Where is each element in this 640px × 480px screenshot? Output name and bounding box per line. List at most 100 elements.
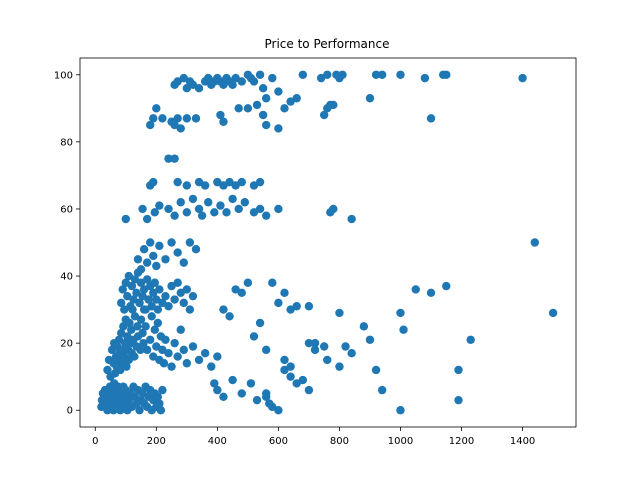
data-point <box>133 322 142 331</box>
data-point <box>136 265 146 274</box>
data-point <box>286 362 295 371</box>
data-point <box>139 245 149 254</box>
data-point <box>243 104 253 113</box>
data-point <box>152 261 161 271</box>
y-tick-label: 20 <box>60 339 73 350</box>
data-point <box>136 345 145 355</box>
data-point <box>173 352 182 361</box>
data-point <box>122 362 131 371</box>
data-point <box>237 288 246 298</box>
data-point <box>216 110 225 120</box>
data-point <box>153 392 163 402</box>
y-tick-label: 60 <box>60 204 73 215</box>
data-point <box>204 198 213 207</box>
data-point <box>530 238 539 247</box>
data-point <box>130 275 140 284</box>
data-point <box>335 362 344 371</box>
data-point <box>182 181 192 190</box>
data-point <box>252 395 262 405</box>
data-point <box>103 365 112 375</box>
data-point <box>323 355 332 365</box>
data-point <box>133 255 143 264</box>
data-point <box>130 392 140 402</box>
data-point <box>396 70 405 79</box>
data-point <box>323 70 332 79</box>
data-point <box>191 114 201 123</box>
data-point <box>258 110 268 120</box>
data-point <box>426 288 436 298</box>
data-point <box>341 342 350 351</box>
data-point <box>286 372 295 381</box>
data-point <box>292 94 301 103</box>
data-point <box>164 349 173 358</box>
data-point <box>280 365 289 375</box>
data-point <box>240 198 250 207</box>
data-point <box>265 399 274 408</box>
data-point <box>158 385 167 395</box>
data-point <box>216 201 225 210</box>
data-point <box>377 385 387 395</box>
data-point <box>219 305 228 314</box>
data-point <box>377 70 387 79</box>
data-point <box>138 291 147 301</box>
data-point <box>149 251 158 261</box>
data-point <box>123 291 132 301</box>
data-point <box>442 281 451 291</box>
data-point <box>225 177 234 187</box>
data-point <box>188 342 198 351</box>
data-point <box>365 94 375 103</box>
data-point <box>274 406 283 415</box>
data-point <box>548 308 558 318</box>
data-point <box>182 208 192 217</box>
data-point <box>116 365 125 375</box>
data-point <box>173 77 182 86</box>
y-axis-ticks: 0 20 40 60 80 100 <box>54 70 80 417</box>
data-point <box>188 291 198 301</box>
data-point <box>135 298 144 308</box>
data-point <box>141 322 150 331</box>
data-point <box>142 214 152 224</box>
data-point <box>234 204 243 214</box>
data-point <box>213 352 222 361</box>
data-point <box>261 94 271 103</box>
data-point <box>167 362 176 371</box>
data-point <box>310 338 320 348</box>
data-point <box>335 308 344 318</box>
data-point <box>399 325 408 334</box>
data-point <box>164 204 173 214</box>
data-point <box>146 335 155 344</box>
data-point <box>119 322 128 331</box>
data-point <box>249 332 259 341</box>
data-point <box>255 70 265 79</box>
data-point <box>280 288 289 298</box>
data-point <box>142 275 152 284</box>
data-point <box>153 305 163 314</box>
data-point <box>182 285 192 294</box>
data-point <box>136 315 146 324</box>
data-point <box>194 83 204 93</box>
data-point <box>135 406 144 415</box>
data-point <box>173 177 182 187</box>
data-point <box>280 355 289 365</box>
data-point <box>170 211 179 220</box>
data-point <box>126 302 135 311</box>
data-point <box>274 204 283 214</box>
data-point <box>170 120 179 130</box>
data-point <box>144 295 153 304</box>
data-point <box>191 245 201 254</box>
data-point <box>316 73 326 83</box>
data-point <box>338 70 347 79</box>
data-point <box>194 355 204 365</box>
data-point <box>298 70 308 79</box>
data-point <box>121 214 130 224</box>
data-point <box>194 204 204 214</box>
x-tick-label: 1400 <box>510 436 535 447</box>
points-layer <box>97 70 558 415</box>
data-point <box>176 124 185 133</box>
y-tick-label: 80 <box>60 137 73 148</box>
data-point <box>155 201 164 210</box>
data-point <box>158 345 167 355</box>
data-point <box>261 345 271 355</box>
data-point <box>118 285 127 294</box>
